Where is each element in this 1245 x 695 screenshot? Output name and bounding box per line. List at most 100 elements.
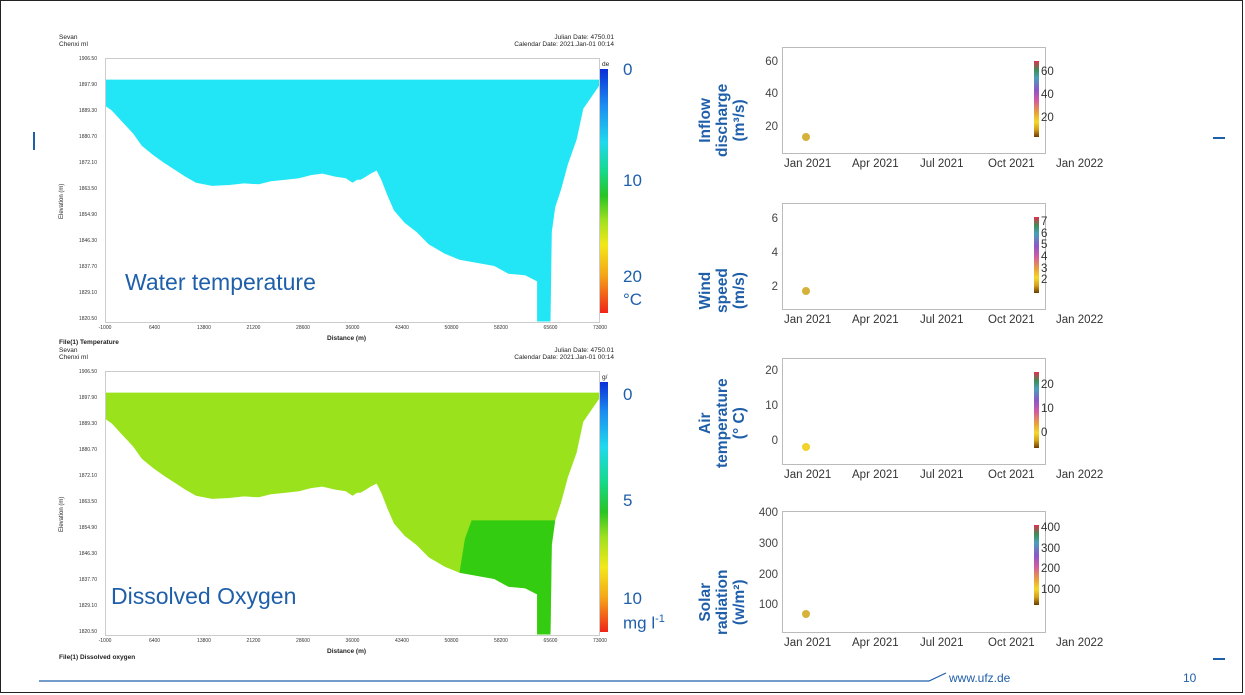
y-tick-label: 6 — [771, 212, 778, 225]
variable-label-line: Air — [697, 412, 714, 434]
file-label: File(1) Temperature — [59, 339, 119, 346]
x-tick-label: Apr 2021 — [852, 158, 899, 170]
variable-label-line: (m/s) — [731, 272, 748, 310]
x-tick-label: Apr 2021 — [852, 637, 899, 649]
temperature-profile-plot — [105, 58, 600, 323]
x-tick-label: Apr 2021 — [852, 314, 899, 326]
y-tick-label: 1889.30 — [78, 108, 97, 114]
julian-date: Julian Date: 4750.01 — [554, 34, 614, 41]
page-number: 10 — [1183, 671, 1197, 685]
inflow-discharge-panel: 20 40 60 Jan 2021 Apr 2021 Jul 2021 Oct 2021 Ja… — [689, 45, 1103, 175]
x-tick-label: Jan 2022 — [1056, 469, 1104, 481]
station-name: Sevan — [59, 34, 78, 41]
calendar-date: Calendar Date: 2021.Jan-01 00:14 — [514, 354, 614, 361]
data-point[interactable] — [802, 287, 810, 296]
y-tick-label: 1837.70 — [78, 264, 97, 270]
right-edge-mark-bottom — [1213, 658, 1225, 660]
oxygen-colorbar — [600, 382, 608, 632]
data-point[interactable] — [802, 610, 810, 619]
y-ticks: 1906.50 1897.90 1889.30 1880.70 1872.10 1863.… — [73, 56, 101, 323]
data-point[interactable] — [802, 133, 810, 142]
x-tick-label: 13800 — [197, 638, 211, 644]
y-tick-label: 400 — [758, 507, 778, 520]
julian-date: Julian Date: 4750.01 — [554, 347, 614, 354]
y-tick-label: 1880.70 — [78, 447, 97, 453]
y-axis-label: Elevation (m) — [59, 183, 65, 219]
colorbar-tick-1: 10 — [623, 171, 642, 190]
colorbar-tick-2: 10 — [623, 589, 642, 608]
variable-label-line: Solar — [697, 582, 714, 622]
colorbar-tick-1: 5 — [623, 491, 633, 510]
x-tick-label: Jul 2021 — [920, 637, 964, 649]
x-axis-label: Distance (m) — [327, 648, 367, 655]
y-tick-label: 2 — [771, 280, 778, 293]
colorbar-unit-top: g/ — [602, 374, 608, 381]
y-tick-label: 1854.90 — [78, 212, 97, 218]
x-axis-label: Distance (m) — [327, 335, 367, 342]
colorbar-tick-label: 400 — [1041, 522, 1061, 535]
run-name: Chenxi ml — [59, 354, 88, 361]
colorbar — [1034, 217, 1039, 293]
oxygen-panel: Sevan Chenxi ml Julian Date: 4750.01 Cal… — [59, 347, 669, 661]
x-ticks: -1000 6400 13800 21200 28600 36000 43400 50800 5… — [99, 638, 607, 646]
x-tick-label: Jan 2021 — [784, 637, 832, 649]
y-axis-label: Elevation (m) — [59, 496, 65, 532]
colorbar-tick-label: 300 — [1041, 542, 1061, 555]
colorbar-tick-label: 10 — [1041, 403, 1054, 415]
y-tick-label: 1906.50 — [78, 369, 97, 375]
variable-label-line: (w/m²) — [731, 579, 748, 626]
x-ticks: -1000 6400 13800 21200 28600 36000 43400 50800 5… — [99, 325, 607, 333]
x-tick-label: 6400 — [148, 638, 161, 644]
temperature-water-body — [105, 79, 600, 322]
colorbar-tick-label: 40 — [1041, 89, 1054, 102]
y-tick-label: 60 — [765, 56, 778, 69]
y-tick-label: 1863.50 — [78, 499, 97, 505]
x-tick-label: Jan 2022 — [1056, 158, 1104, 170]
variable-label-line: Inflow — [697, 98, 714, 143]
y-tick-label: 1872.10 — [78, 160, 97, 166]
x-tick-label: 58200 — [494, 638, 508, 644]
y-tick-label: 1846.30 — [78, 551, 97, 557]
x-tick-label: Oct 2021 — [988, 158, 1035, 170]
y-ticks: 1906.50 1897.90 1889.30 1880.70 1872.10 1863.… — [73, 369, 101, 636]
x-tick-label: Jul 2021 — [920, 469, 964, 481]
x-tick-label: Jul 2021 — [920, 314, 964, 326]
colorbar-tick-label: 200 — [1041, 563, 1061, 576]
station-name: Sevan — [59, 347, 78, 354]
calendar-date: Calendar Date: 2021.Jan-01 00:14 — [514, 41, 614, 48]
colorbar-unit-top: de — [602, 61, 610, 68]
scatter-plot-area — [782, 47, 1046, 154]
colorbar-tick-label: 6 — [1041, 227, 1048, 240]
x-tick-label: 50800 — [444, 325, 459, 331]
oxygen-profile-plot — [105, 371, 600, 636]
panel-overlay-label: Water temperature — [125, 269, 316, 295]
x-tick-label: -1000 — [98, 325, 112, 331]
scatter-plot-area — [782, 203, 1046, 310]
y-tick-label: 10 — [765, 400, 778, 412]
left-edge-mark — [33, 132, 35, 150]
y-tick-label: 0 — [771, 435, 778, 447]
colorbar-tick-2: 20 — [623, 267, 642, 286]
colorbar-tick-label: 20 — [1041, 112, 1054, 125]
plot-frame — [105, 371, 600, 636]
y-tick-label: 300 — [758, 537, 778, 550]
wind-speed-panel: 2 4 6 Jan 2021 Apr 2021 Jul 2021 Oct 2021 Jan 2… — [689, 201, 1103, 331]
data-point[interactable] — [802, 443, 810, 452]
variable-label-line: temperature — [714, 378, 731, 468]
y-tick-label: 100 — [758, 599, 778, 612]
x-tick-label: 58200 — [494, 325, 508, 331]
y-tick-label: 20 — [765, 365, 778, 377]
variable-label-line: (m³/s) — [731, 99, 748, 142]
colorbar — [1034, 372, 1039, 448]
x-tick-label: Oct 2021 — [988, 469, 1035, 481]
variable-label: Air temperature (° C) — [697, 378, 748, 468]
y-tick-label: 1880.70 — [78, 134, 97, 140]
y-tick-label: 1846.30 — [78, 238, 97, 244]
variable-label-line: (° C) — [731, 407, 748, 440]
x-tick-label: 36000 — [345, 325, 360, 331]
file-label: File(1) Dissolved oxygen — [59, 654, 136, 661]
colorbar-unit: mg l-1 — [623, 613, 665, 633]
footer-url[interactable]: www.ufz.de — [949, 671, 1011, 685]
x-tick-label: Jan 2021 — [784, 469, 832, 481]
